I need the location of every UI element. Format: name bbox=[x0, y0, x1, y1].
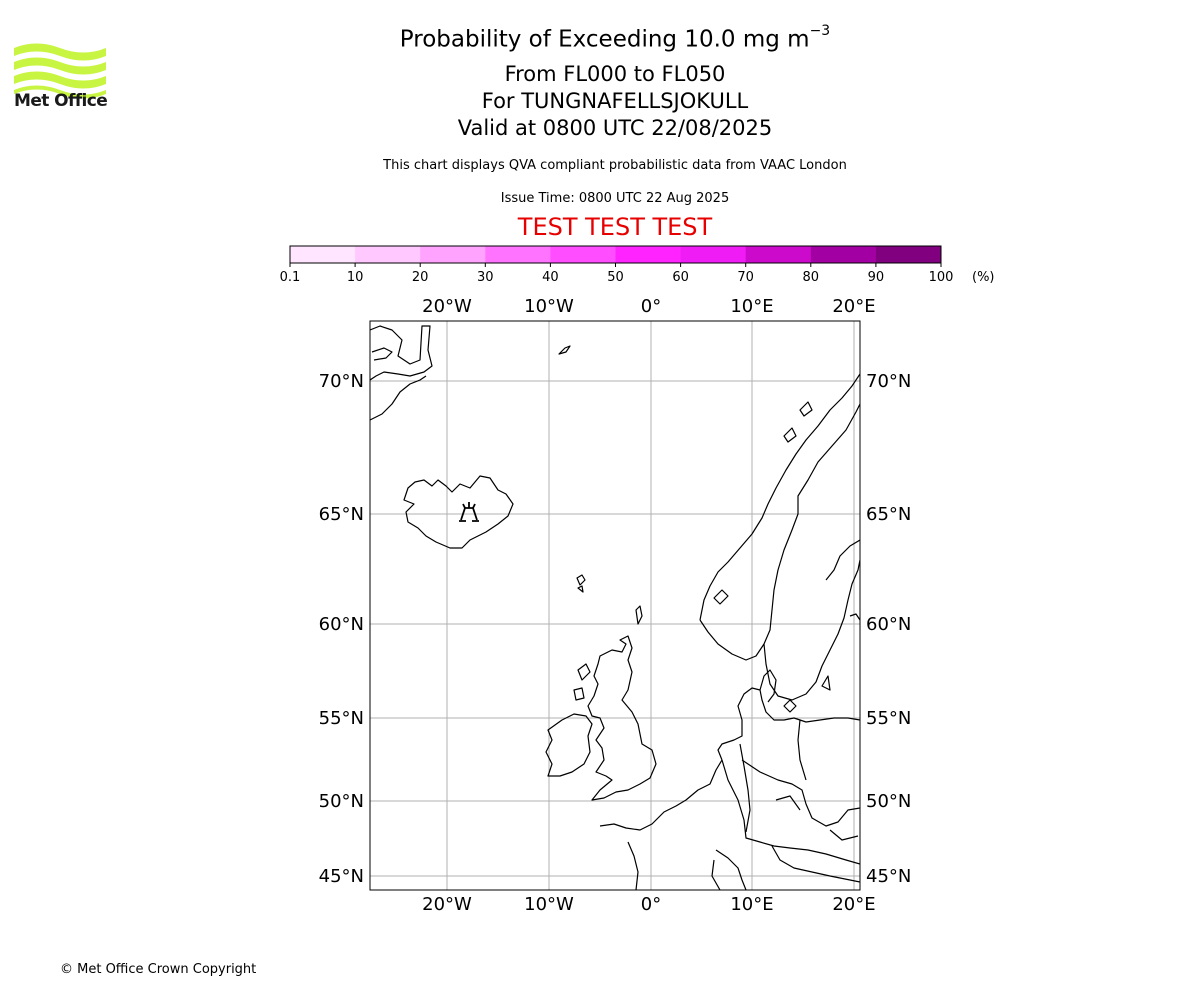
lon-label-top: 0° bbox=[641, 296, 661, 317]
test-banner: TEST TEST TEST bbox=[517, 213, 713, 241]
colorbar-segment bbox=[680, 246, 747, 263]
lat-label-left: 55°N bbox=[319, 708, 364, 729]
colorbar-segment bbox=[420, 246, 486, 263]
lon-label-bottom: 0° bbox=[641, 894, 661, 915]
colorbar-tick-label: 30 bbox=[477, 270, 494, 285]
map-frame bbox=[369, 320, 861, 891]
colorbar-tick-label: 70 bbox=[737, 270, 754, 285]
colorbar-tick-label: 40 bbox=[542, 270, 559, 285]
colorbar-segment bbox=[875, 246, 942, 263]
title-exponent: −3 bbox=[809, 23, 831, 39]
title-main: Probability of Exceeding 10.0 mg m bbox=[399, 26, 810, 53]
lon-label-bottom: 10°W bbox=[524, 894, 574, 915]
flight-levels: From FL000 to FL050 bbox=[504, 62, 726, 86]
lon-label-top: 10°E bbox=[730, 296, 773, 317]
colorbar-tick-label: 20 bbox=[411, 270, 429, 285]
colorbar bbox=[289, 245, 942, 267]
colorbar-tick-label: 60 bbox=[672, 270, 689, 285]
colorbar-segment bbox=[745, 246, 812, 263]
colorbar-tick-label: 10 bbox=[346, 270, 364, 285]
lat-label-right: 45°N bbox=[866, 866, 911, 887]
colorbar-unit: (%) bbox=[972, 270, 995, 285]
colorbar-tick-label: 100 bbox=[928, 270, 954, 285]
copyright-notice: © Met Office Crown Copyright bbox=[60, 962, 257, 977]
colorbar-segment bbox=[485, 246, 551, 263]
colorbar-segment bbox=[355, 246, 421, 263]
lat-label-right: 60°N bbox=[866, 614, 911, 635]
chart-title: Probability of Exceeding 10.0 mg m−3 bbox=[0, 23, 1200, 53]
lon-label-top: 20°E bbox=[832, 296, 875, 317]
compliance-note: This chart displays QVA compliant probab… bbox=[383, 158, 847, 173]
coastlines bbox=[370, 325, 860, 890]
colorbar-segment bbox=[550, 246, 616, 263]
volcano-icon bbox=[459, 502, 479, 522]
colorbar-segment bbox=[615, 246, 682, 263]
lat-label-left: 60°N bbox=[319, 614, 364, 635]
valid-time: Valid at 0800 UTC 22/08/2025 bbox=[457, 116, 773, 140]
lat-label-right: 55°N bbox=[866, 708, 911, 729]
lat-label-left: 45°N bbox=[319, 866, 364, 887]
lon-label-top: 20°W bbox=[422, 296, 472, 317]
volcano-name: For TUNGNAFELLSJOKULL bbox=[481, 89, 749, 113]
issue-time: Issue Time: 0800 UTC 22 Aug 2025 bbox=[500, 191, 730, 206]
lon-label-top: 10°W bbox=[524, 296, 574, 317]
lat-label-left: 65°N bbox=[319, 504, 364, 525]
colorbar-segment bbox=[290, 246, 356, 263]
lon-label-bottom: 20°W bbox=[422, 894, 472, 915]
colorbar-tick-label: 0.1 bbox=[279, 270, 301, 285]
colorbar-tick-label: 80 bbox=[802, 270, 820, 285]
lon-label-bottom: 10°E bbox=[730, 894, 773, 915]
graticule bbox=[370, 321, 860, 890]
logo-text: Met Office bbox=[14, 91, 108, 111]
lon-label-bottom: 20°E bbox=[832, 894, 875, 915]
lat-label-right: 70°N bbox=[866, 371, 911, 392]
colorbar-tick-label: 90 bbox=[867, 270, 885, 285]
lat-label-left: 50°N bbox=[319, 791, 364, 812]
lat-label-right: 65°N bbox=[866, 504, 911, 525]
met-office-logo bbox=[14, 43, 106, 99]
lat-label-left: 70°N bbox=[319, 371, 364, 392]
colorbar-segment bbox=[810, 246, 877, 263]
colorbar-tick-label: 50 bbox=[607, 270, 624, 285]
lat-label-right: 50°N bbox=[866, 791, 911, 812]
